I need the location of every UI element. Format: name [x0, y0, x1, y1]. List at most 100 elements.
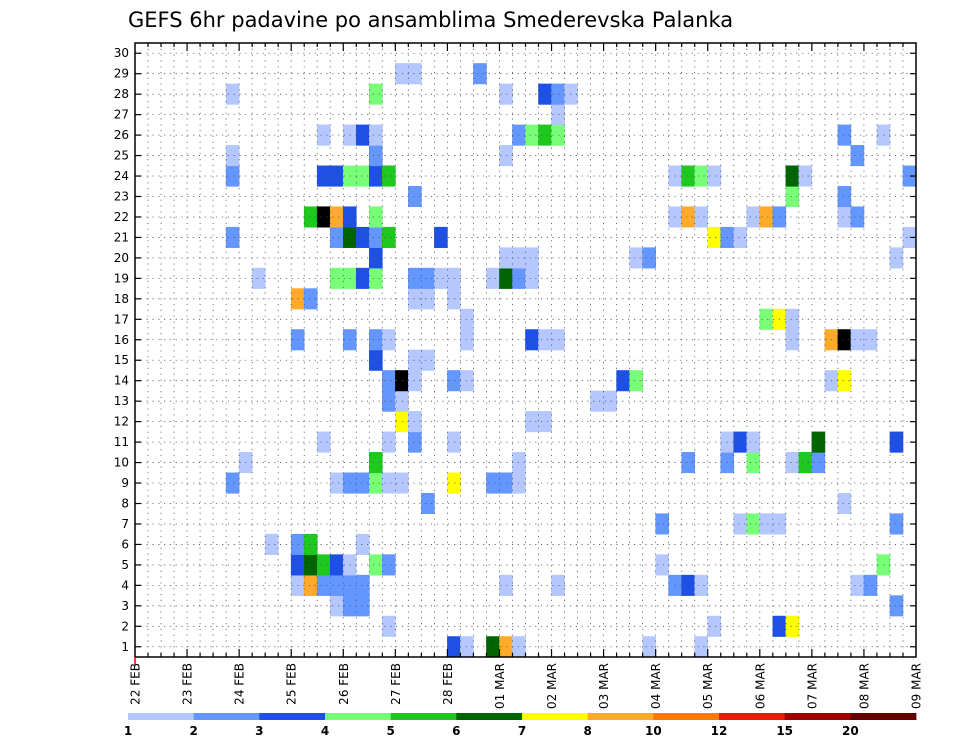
legend-color-swatch	[653, 713, 720, 720]
heatmap-cell	[369, 472, 383, 494]
x-tick-label: 22 FEB	[129, 663, 143, 705]
x-tick-label: 04 MAR	[649, 663, 663, 709]
heatmap-cell	[837, 329, 852, 351]
heatmap-cell	[382, 554, 396, 576]
y-tick-label: 16	[114, 333, 129, 347]
heatmap-cell	[369, 206, 383, 228]
heatmap-cell	[355, 124, 370, 146]
heatmap-cell	[798, 165, 813, 187]
heatmap-cell	[447, 267, 461, 289]
heatmap-cell	[251, 267, 266, 289]
heatmap-cell	[408, 185, 422, 208]
heatmap-cell	[733, 513, 748, 535]
legend-bound-label: 5	[386, 724, 394, 738]
heatmap-cell	[538, 329, 552, 351]
heatmap-cell	[329, 472, 344, 494]
heatmap-cell	[355, 595, 370, 617]
y-tick-label: 25	[114, 149, 129, 163]
heatmap-cell	[850, 206, 865, 228]
y-tick-label: 30	[114, 46, 129, 60]
heatmap-cell	[707, 165, 722, 187]
heatmap-cells	[225, 63, 917, 658]
heatmap-cell	[473, 63, 487, 85]
heatmap-cell	[642, 247, 656, 269]
heatmap-cell	[525, 124, 539, 146]
heatmap-cell	[655, 513, 669, 535]
heatmap-cell	[329, 206, 344, 228]
heatmap-cell	[369, 226, 383, 248]
x-tick-label: 07 MAR	[805, 663, 819, 709]
heatmap-cell	[746, 513, 761, 535]
y-tick-label: 14	[114, 374, 129, 388]
heatmap-cell	[655, 554, 669, 576]
heatmap-cell	[499, 472, 513, 494]
heatmap-cell	[525, 267, 539, 289]
legend-bound-label: 6	[452, 724, 460, 738]
y-tick-label: 2	[121, 619, 129, 633]
heatmap-cell	[225, 165, 240, 187]
legend-bound-label: 10	[645, 724, 662, 738]
heatmap-cell	[303, 554, 318, 576]
heatmap-cell	[889, 431, 904, 453]
y-tick-label: 13	[114, 394, 129, 408]
heatmap-cell	[408, 370, 422, 392]
heatmap-cell	[798, 452, 813, 474]
legend-bound-label: 3	[255, 724, 263, 738]
y-tick-label: 15	[114, 353, 129, 367]
legend-bound-label: 2	[189, 724, 197, 738]
heatmap-cell	[681, 574, 696, 596]
heatmap-cell	[538, 124, 552, 146]
heatmap-cell	[225, 83, 240, 105]
heatmap-cell	[590, 390, 604, 412]
heatmap-cell	[408, 288, 422, 310]
heatmap-cell	[837, 185, 852, 208]
heatmap-cell	[382, 370, 396, 392]
heatmap-cell	[525, 411, 539, 433]
heatmap-cell	[382, 615, 396, 637]
legend-color-swatch	[587, 713, 654, 720]
heatmap-cell	[707, 226, 722, 248]
heatmap-cell	[538, 83, 552, 105]
heatmap-cell	[681, 452, 696, 474]
heatmap-cell	[447, 636, 461, 658]
y-tick-label: 20	[114, 251, 129, 265]
heatmap-cell	[733, 431, 748, 453]
heatmap-cell	[694, 636, 709, 658]
heatmap-cell	[316, 124, 331, 146]
heatmap-cell	[369, 267, 383, 289]
heatmap-cell	[902, 165, 917, 187]
x-tick-label: 27 FEB	[389, 663, 403, 705]
heatmap-cell	[369, 554, 383, 576]
legend-color-swatch	[719, 713, 786, 720]
heatmap-cell	[460, 370, 474, 392]
heatmap-cell	[303, 206, 318, 228]
heatmap-cell	[408, 349, 422, 371]
y-tick-label: 9	[121, 476, 129, 490]
heatmap-cell	[329, 165, 344, 187]
heatmap-cell	[421, 267, 435, 289]
y-tick-label: 19	[114, 271, 129, 285]
heatmap-cell	[382, 472, 396, 494]
heatmap-cell	[369, 124, 383, 146]
legend-bound-label: 4	[321, 724, 329, 738]
legend-color-swatch	[850, 713, 917, 720]
heatmap-cell	[421, 349, 435, 371]
heatmap-cell	[225, 145, 240, 167]
heatmap-cell	[369, 145, 383, 167]
heatmap-cell	[837, 370, 852, 392]
x-tick-label: 09 MAR	[910, 663, 924, 709]
heatmap-cell	[329, 267, 344, 289]
heatmap-cell	[889, 247, 904, 269]
x-tick-label: 01 MAR	[493, 663, 507, 709]
heatmap-cell	[355, 472, 370, 494]
heatmap-cell	[486, 267, 500, 289]
heatmap-cell	[681, 165, 696, 187]
y-tick-label: 26	[114, 128, 129, 142]
y-tick-label: 7	[121, 517, 129, 531]
heatmap-cell	[902, 226, 917, 248]
heatmap-cell	[382, 226, 396, 248]
heatmap-cell	[733, 226, 748, 248]
heatmap-cell	[382, 329, 396, 351]
legend-color-swatch	[456, 713, 523, 720]
heatmap-cell	[551, 104, 565, 126]
